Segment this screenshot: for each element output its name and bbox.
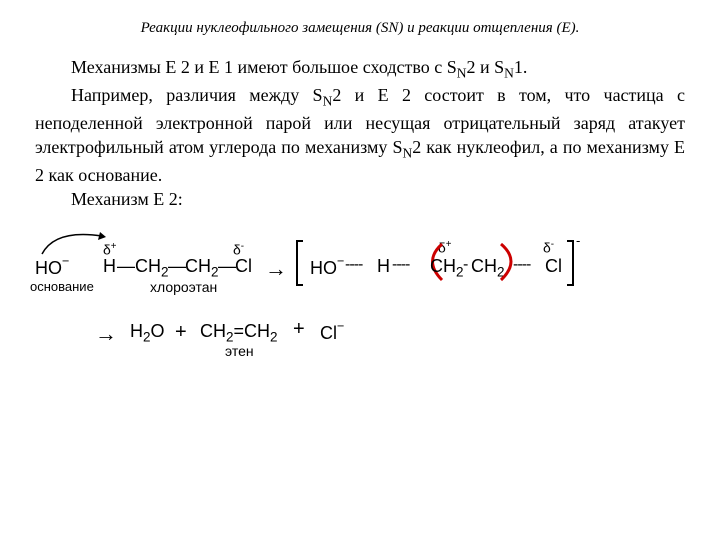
delta-minus-1: δ-	[233, 241, 244, 258]
delta-sym2: δ	[233, 242, 241, 258]
minus-sup2: -	[551, 239, 554, 250]
ch-text2: CH	[185, 256, 211, 276]
p1-text-b: 2 и S	[466, 57, 504, 77]
eth-2b: 2	[270, 330, 278, 345]
ch2-1: CH2	[135, 256, 169, 280]
minus-charge: −	[62, 254, 69, 268]
ho2-text: HO	[310, 258, 337, 278]
paragraph-1: Механизмы Е 2 и Е 1 имеют большое сходст…	[35, 55, 685, 83]
ethene-label: этен	[225, 343, 254, 359]
ch2-2: CH2	[185, 256, 219, 280]
p1-sub2: N	[504, 66, 514, 81]
ethene: CH2=CH2	[200, 321, 278, 345]
cl3-text: Cl	[320, 323, 337, 343]
p1-text-a: Механизмы Е 2 и Е 1 имеют большое сходст…	[71, 57, 457, 77]
paragraph-2: Например, различия между SN2 и Е 2 состо…	[35, 83, 685, 187]
hydroxide-2: HO−	[310, 256, 344, 279]
h2o-h: H	[130, 321, 143, 341]
page-title: Реакции нуклеофильного замещения (SN) и …	[35, 20, 685, 37]
plus-sup: +	[111, 241, 117, 252]
ch-text: CH	[135, 256, 161, 276]
partial-bond-3: ----	[513, 256, 530, 274]
base-label: основание	[30, 279, 94, 294]
chloroethane-label: хлороэтан	[150, 279, 217, 295]
hydrogen-1: H	[103, 256, 116, 277]
reaction-diagram: HO− основание δ+ H — CH2 — CH2 — Cl δ- х…	[35, 231, 685, 411]
hydrogen-2: H	[377, 256, 390, 277]
bond-ts: -	[463, 256, 468, 274]
body-text: Механизмы Е 2 и Е 1 имеют большое сходст…	[35, 55, 685, 211]
h2o-2: 2	[143, 330, 151, 345]
cl-minus: −	[337, 319, 344, 333]
chlorine-2: Cl	[545, 256, 562, 277]
water: H2O	[130, 321, 165, 345]
chloride: Cl−	[320, 321, 344, 344]
bond-3: —	[218, 256, 236, 277]
ch3t: CH	[430, 256, 456, 276]
p2-text-a: Например, различия между S	[71, 85, 323, 105]
plus-2: +	[293, 318, 305, 341]
eth-ch1: CH	[200, 321, 226, 341]
arrow-1: →	[265, 256, 287, 282]
eth-ch2: CH	[244, 321, 270, 341]
bond-1: —	[117, 256, 135, 277]
ch2-3: CH2	[430, 256, 464, 280]
p2-sub2: N	[402, 146, 412, 161]
partial-bond-2: ----	[392, 256, 409, 274]
hydroxide-1: HO−	[35, 256, 69, 279]
bond-2: —	[168, 256, 186, 277]
minus-sup: -	[241, 241, 244, 252]
p1-sub1: N	[457, 66, 467, 81]
bracket-charge: -	[576, 233, 580, 248]
bracket-left-icon	[295, 239, 305, 287]
ch4t: CH	[471, 256, 497, 276]
chlorine-1: Cl	[235, 256, 252, 277]
delta4: δ	[543, 240, 551, 256]
h2o-o: O	[151, 321, 165, 341]
arrow-2: →	[95, 321, 117, 347]
delta-minus-2: δ-	[543, 239, 554, 256]
plus-1: +	[175, 321, 187, 344]
p2-sub1: N	[323, 93, 333, 108]
ho-text: HO	[35, 258, 62, 278]
eth-eq: =	[234, 321, 245, 341]
paragraph-3: Механизм Е 2:	[35, 187, 685, 211]
p1-text-c: 1.	[514, 57, 528, 77]
partial-bond-1: ----	[345, 256, 362, 274]
minus2: −	[337, 254, 344, 268]
